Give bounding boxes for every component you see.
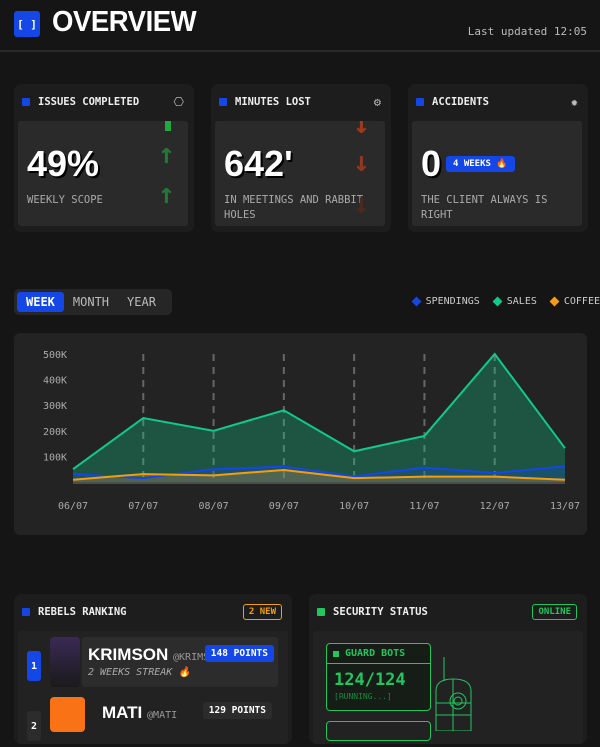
x-tick-label: 08/07: [199, 501, 229, 512]
arrow-down-icon: ↓: [353, 145, 370, 178]
x-tick-label: 09/07: [269, 501, 299, 512]
kpi-subtitle: THE CLIENT ALWAYS IS RIGHT: [421, 194, 548, 221]
tab-month[interactable]: MONTH: [72, 295, 110, 309]
kpi-subtitle: IN MEETINGS AND RABBIT HOLES: [224, 194, 364, 221]
chip-icon[interactable]: ⚙: [373, 95, 381, 109]
kpi-minutes-lost: MINUTES LOST ⚙ 642' IN MEETINGS AND RABB…: [211, 84, 391, 232]
y-tick-label: 300K: [43, 401, 67, 412]
y-tick-label: 100K: [43, 452, 67, 463]
diamond-icon: [549, 296, 560, 307]
user-name: MATI: [102, 703, 143, 722]
guard-value: 124/124: [334, 670, 406, 690]
arrow-up-icon: ↑: [158, 137, 175, 170]
kpi-value: 49%: [27, 143, 100, 184]
logo-icon: [ ]: [14, 11, 40, 37]
points-badge: 148 POINTS: [204, 645, 274, 662]
y-tick-label: 400K: [43, 376, 67, 387]
status-square-icon: [22, 608, 30, 616]
chart-legend: SPENDINGS SALES COFFEE: [411, 296, 600, 307]
series-line-coffee: [72, 468, 566, 481]
series-area-coffee: [73, 469, 565, 482]
arrow-down-icon: ↓: [353, 187, 370, 220]
card-title: REBELS RANKING: [38, 606, 127, 618]
tab-year[interactable]: YEAR: [127, 295, 156, 309]
legend-sales[interactable]: SALES: [492, 296, 537, 307]
security-status-card: SECURITY STATUS ONLINE GUARD BOTS 124/12…: [309, 594, 587, 744]
robot-wireframe-icon: [435, 657, 472, 731]
arrow-up-icon: [165, 121, 171, 131]
series-line-spendings: [72, 465, 566, 480]
user-handle: @KRIMSON: [173, 652, 222, 663]
legend-label: SALES: [506, 296, 537, 307]
user-name: KRIMSON: [88, 645, 169, 664]
status-square-icon: [317, 608, 325, 616]
guard-bots-panel: GUARD BOTS 124/124 [RUNNING...]: [326, 643, 431, 711]
period-tabs: WEEK MONTH YEAR: [14, 289, 172, 315]
header: [ ] OVERVIEW Last updated 12:05: [0, 0, 600, 52]
y-tick-label: 200K: [43, 427, 67, 438]
x-tick-label: 11/07: [409, 501, 439, 512]
points-badge: 129 POINTS: [202, 702, 272, 719]
diamond-icon: [411, 296, 422, 307]
rebels-ranking-card: REBELS RANKING 2 NEW 1 KRIMSON @KRIMSON …: [14, 594, 292, 744]
legend-label: COFFEE: [563, 296, 600, 307]
kpi-value: 642': [224, 143, 293, 184]
new-badge: 2 NEW: [242, 604, 282, 620]
card-title: MINUTES LOST: [235, 96, 311, 108]
sales-chart: 06/07 07/07 08/07 09/07 10/07 11/07 12/07 13/07…: [14, 333, 587, 535]
panel: [326, 721, 431, 741]
streak-text: 2 WEEKS STREAK 🔥: [88, 667, 191, 678]
card-title: ACCIDENTS: [432, 96, 489, 108]
status-square-icon: [416, 98, 424, 106]
x-tick-label: 10/07: [339, 501, 369, 512]
user-handle: @MATI: [147, 710, 178, 721]
kpi-subtitle: WEEKLY SCOPE: [27, 194, 103, 206]
guard-status: [RUNNING...]: [334, 692, 392, 701]
status-square-icon: [333, 650, 339, 657]
page-title: OVERVIEW: [52, 6, 197, 38]
chart-svg: 06/07 07/07 08/07 09/07 10/07 11/07 12/07 13/07…: [43, 350, 580, 512]
card-title: SECURITY STATUS: [333, 606, 428, 618]
series-line-sales: [72, 352, 566, 471]
x-tick-label: 13/07: [550, 501, 580, 512]
arrow-up-icon: ↑: [158, 177, 175, 210]
avatar: [50, 697, 85, 732]
status-square-icon: [22, 98, 30, 106]
x-tick-label: 07/07: [128, 501, 158, 512]
legend-coffee[interactable]: COFFEE: [549, 296, 600, 307]
virus-icon[interactable]: ✹: [570, 95, 578, 109]
tab-week[interactable]: WEEK: [17, 292, 64, 312]
online-badge: ONLINE: [532, 604, 577, 620]
guard-label: GUARD BOTS: [345, 648, 406, 659]
settings-icon[interactable]: ⎔: [173, 95, 184, 109]
last-updated: Last updated 12:05: [467, 25, 587, 38]
kpi-value: 0: [421, 143, 442, 184]
legend-label: SPENDINGS: [425, 296, 480, 307]
x-tick-label: 06/07: [58, 501, 88, 512]
legend-spendings[interactable]: SPENDINGS: [411, 296, 480, 307]
avatar: [50, 637, 80, 687]
arrow-down-icon: ↓: [353, 121, 370, 140]
ranking-row[interactable]: 2 MATI @MATI 129 POINTS: [24, 697, 282, 747]
rank-badge: 1: [27, 651, 41, 681]
series-area-sales: [73, 354, 565, 482]
diamond-icon: [492, 296, 503, 307]
kpi-accidents: ACCIDENTS ✹ 0 4 WEEKS 🔥 THE CLIENT ALWAY…: [408, 84, 588, 232]
streak-badge: 4 WEEKS 🔥: [446, 156, 515, 172]
kpi-issues-completed: ISSUES COMPLETED ⎔ 49% WEEKLY SCOPE ↑ ↑: [14, 84, 194, 232]
status-square-icon: [219, 98, 227, 106]
y-tick-label: 500K: [43, 350, 67, 361]
rank-badge: 2: [27, 711, 41, 741]
card-title: ISSUES COMPLETED: [38, 96, 140, 108]
x-tick-label: 12/07: [480, 501, 510, 512]
ranking-row[interactable]: 1 KRIMSON @KRIMSON 2 WEEKS STREAK 🔥 148 …: [24, 637, 282, 687]
